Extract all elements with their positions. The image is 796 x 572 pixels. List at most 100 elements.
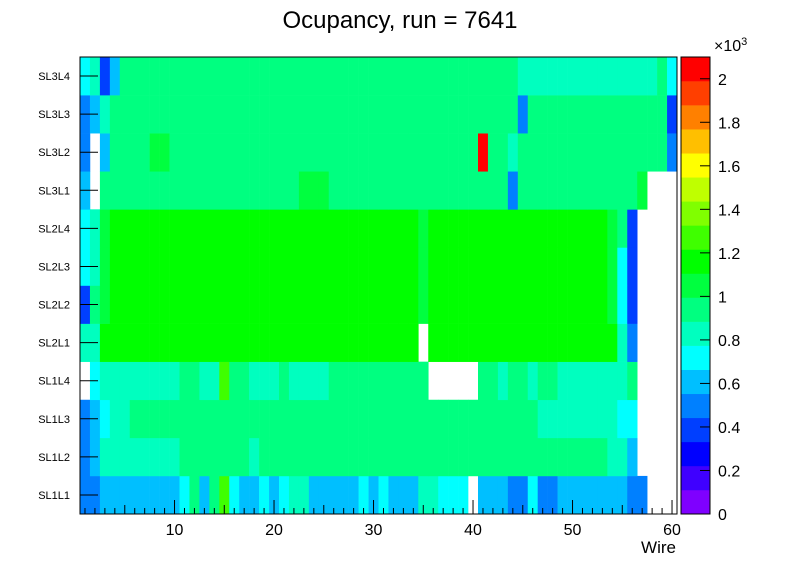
heatmap-cell (269, 361, 280, 401)
heatmap-cell (537, 399, 548, 439)
heatmap-cell (517, 95, 529, 134)
heatmap-cell (159, 399, 170, 439)
heatmap-cell (328, 95, 339, 134)
heatmap-cell (219, 437, 230, 477)
heatmap-cell (438, 95, 449, 134)
heatmap-cell (139, 285, 150, 324)
heatmap-cell (497, 437, 509, 477)
color-scale-band (681, 249, 710, 274)
heatmap-cell (468, 95, 479, 134)
heatmap-cell (209, 475, 220, 515)
heatmap-cell (229, 95, 240, 134)
heatmap-cell (458, 95, 469, 134)
heatmap-cell (567, 133, 578, 172)
color-scale-band (681, 393, 710, 419)
heatmap-cell (388, 247, 399, 286)
color-scale-band (681, 345, 710, 370)
heatmap-cell (119, 399, 131, 439)
heatmap-cell (537, 247, 548, 286)
heatmap-cell (129, 437, 140, 477)
heatmap-cell (328, 209, 339, 248)
color-scale-band (681, 201, 710, 226)
heatmap-cell (159, 475, 170, 515)
heatmap-cell (119, 437, 131, 477)
color-scale-band (681, 321, 710, 346)
heatmap-cell (358, 323, 369, 362)
heatmap-cell (408, 209, 419, 248)
heatmap-cell (189, 133, 200, 172)
heatmap-cell (408, 57, 419, 96)
heatmap-cell (468, 399, 479, 439)
heatmap-cell (418, 209, 429, 248)
heatmap-cell (527, 171, 538, 210)
heatmap-cell (567, 475, 578, 515)
heatmap-cell (179, 57, 190, 96)
heatmap-cell (388, 57, 399, 96)
heatmap-cell (567, 247, 578, 286)
heatmap-cell (298, 133, 310, 172)
x-axis-title: Wire (641, 538, 676, 557)
heatmap-cell (497, 57, 509, 96)
heatmap-cell (587, 171, 598, 210)
heatmap-cell (139, 247, 150, 286)
heatmap-cell (557, 95, 568, 134)
heatmap-cell (408, 247, 419, 286)
color-scale-band (681, 369, 710, 395)
heatmap-cell (458, 285, 469, 324)
heatmap-cell (129, 57, 140, 96)
heatmap-cell (279, 323, 290, 362)
color-scale-band (681, 441, 710, 467)
y-tick-label: SL3L3 (38, 109, 70, 121)
heatmap-cell (647, 133, 658, 172)
heatmap-cell (279, 95, 290, 134)
heatmap-cell (428, 209, 439, 248)
heatmap-cell (507, 437, 519, 477)
heatmap-cell (239, 475, 250, 515)
heatmap-cell (577, 399, 588, 439)
heatmap-cell (567, 57, 578, 96)
heatmap-cell (408, 323, 419, 362)
heatmap-cell (428, 247, 439, 286)
heatmap-cell (368, 399, 379, 439)
heatmap-cell (338, 57, 349, 96)
heatmap-cell (259, 57, 270, 96)
heatmap-cell (408, 133, 419, 172)
color-scale-band (681, 297, 710, 322)
heatmap-cell (109, 209, 121, 248)
heatmap-cell (398, 437, 409, 477)
heatmap-cell (527, 323, 538, 362)
heatmap-cell (487, 437, 499, 477)
heatmap-cell (537, 95, 548, 134)
heatmap-cell (229, 133, 240, 172)
heatmap-cell (428, 95, 439, 134)
heatmap-cell (169, 437, 180, 477)
heatmap-cell (497, 475, 509, 515)
heatmap-cell (149, 247, 160, 286)
heatmap-cell (547, 437, 558, 477)
y-tick-label: SL2L4 (38, 223, 70, 235)
heatmap-cell (448, 209, 459, 248)
heatmap-cell (119, 285, 131, 324)
heatmap-cell (269, 95, 280, 134)
heatmap-cell (547, 323, 558, 362)
heatmap-cell (308, 57, 320, 96)
heatmap-cell (597, 209, 608, 248)
heatmap-cell (229, 361, 240, 401)
heatmap-cell (368, 361, 379, 401)
heatmap-cell (507, 475, 519, 515)
heatmap-cell (378, 57, 389, 96)
heatmap-cell (288, 475, 300, 515)
heatmap-cell (517, 285, 529, 324)
heatmap-cell (348, 133, 359, 172)
heatmap-cell (139, 323, 150, 362)
heatmap-cell (617, 285, 628, 324)
heatmap-cell (219, 171, 230, 210)
heatmap-cell (378, 437, 389, 477)
heatmap-cell (507, 285, 519, 324)
heatmap-cell (318, 57, 330, 96)
heatmap-cell (577, 323, 588, 362)
heatmap-cell (199, 171, 210, 210)
heatmap-cell (487, 171, 499, 210)
heatmap-cell (547, 361, 558, 401)
heatmap-cell (109, 361, 121, 401)
